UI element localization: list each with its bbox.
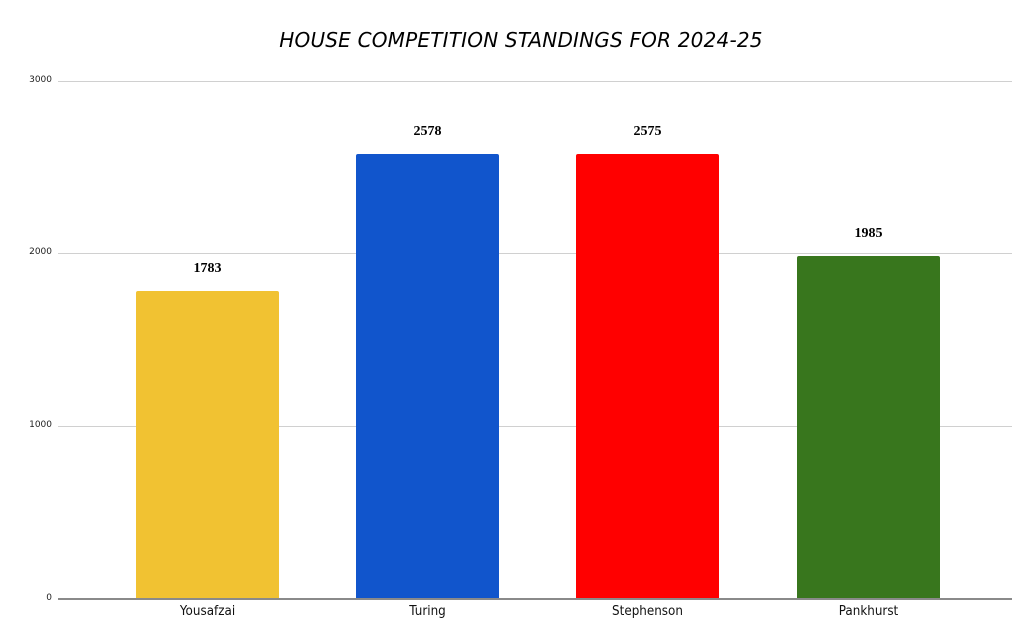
- data-label-turing: 2578: [413, 124, 442, 139]
- data-label-yousafzai: 1783: [193, 261, 222, 276]
- bar-stephenson: [576, 154, 719, 599]
- y-tick-2000: 2000: [29, 247, 52, 257]
- x-tick-yousafzai: Yousafzai: [179, 604, 236, 619]
- y-tick-0: 0: [46, 593, 52, 603]
- bar-turing: [356, 154, 499, 599]
- gridline-2000: [58, 253, 1012, 254]
- gridline-1000: [58, 426, 1012, 427]
- x-tick-pankhurst: Pankhurst: [838, 604, 899, 619]
- y-tick-1000: 1000: [29, 420, 52, 430]
- chart-title: HOUSE COMPETITION STANDINGS FOR 2024-25: [279, 28, 763, 52]
- data-label-stephenson: 2575: [633, 124, 662, 139]
- x-tick-stephenson: Stephenson: [612, 604, 683, 619]
- x-tick-turing: Turing: [409, 604, 446, 619]
- y-tick-3000: 3000: [29, 75, 52, 85]
- x-axis-line: [58, 598, 1012, 600]
- gridline-3000: [58, 81, 1012, 82]
- data-label-pankhurst: 1985: [854, 226, 883, 241]
- bar-yousafzai: [136, 291, 279, 599]
- bar-pankhurst: [797, 256, 940, 599]
